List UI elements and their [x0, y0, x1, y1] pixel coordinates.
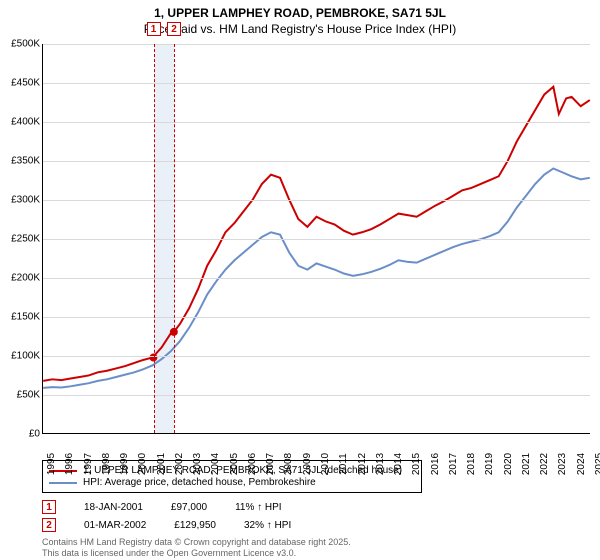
gridline-horizontal — [43, 83, 590, 84]
gridline-horizontal — [43, 161, 590, 162]
xtick-label: 2015 — [411, 453, 422, 475]
sale-date-1: 18-JAN-2001 — [84, 502, 143, 513]
gridline-horizontal — [43, 278, 590, 279]
gridline-horizontal — [43, 44, 590, 45]
legend-label-price-paid: 1, UPPER LAMPHEY ROAD, PEMBROKE, SA71 5J… — [83, 465, 402, 476]
ytick-label: £450K — [0, 78, 40, 89]
xtick-label: 2002 — [174, 453, 185, 475]
legend-swatch-hpi — [49, 482, 77, 484]
marker-badge: 1 — [147, 22, 161, 36]
marker-dashline — [174, 44, 175, 433]
gridline-horizontal — [43, 317, 590, 318]
chart-container: 1, UPPER LAMPHEY ROAD, PEMBROKE, SA71 5J… — [0, 0, 600, 560]
xtick-label: 2018 — [466, 453, 477, 475]
sale-price-2: £129,950 — [174, 520, 216, 531]
ytick-label: £150K — [0, 312, 40, 323]
xtick-label: 2017 — [448, 453, 459, 475]
ytick-label: £200K — [0, 273, 40, 284]
sale-pct-1: 11% ↑ HPI — [235, 502, 282, 513]
ytick-label: £400K — [0, 117, 40, 128]
gridline-horizontal — [43, 200, 590, 201]
gridline-horizontal — [43, 122, 590, 123]
sale-badge-1: 1 — [42, 500, 56, 514]
ytick-label: £300K — [0, 195, 40, 206]
ytick-label: £250K — [0, 234, 40, 245]
xtick-label: 2021 — [521, 453, 532, 475]
xtick-label: 2022 — [539, 453, 550, 475]
sale-row-2: 2 01-MAR-2002 £129,950 32% ↑ HPI — [42, 518, 291, 532]
ytick-label: £100K — [0, 351, 40, 362]
ytick-label: £350K — [0, 156, 40, 167]
chart-title-line1: 1, UPPER LAMPHEY ROAD, PEMBROKE, SA71 5J… — [0, 6, 600, 20]
footer-line1: Contains HM Land Registry data © Crown c… — [42, 537, 351, 548]
xtick-label: 1997 — [83, 453, 94, 475]
chart-title-line2: Price paid vs. HM Land Registry's House … — [0, 22, 600, 36]
xtick-label: 2014 — [393, 453, 404, 475]
xtick-label: 2019 — [484, 453, 495, 475]
sale-date-2: 01-MAR-2002 — [84, 520, 146, 531]
xtick-label: 2013 — [375, 453, 386, 475]
xtick-label: 2024 — [576, 453, 587, 475]
legend-row-hpi: HPI: Average price, detached house, Pemb… — [49, 477, 415, 488]
title-block: 1, UPPER LAMPHEY ROAD, PEMBROKE, SA71 5J… — [0, 0, 600, 36]
sale-badge-2: 2 — [42, 518, 56, 532]
xtick-label: 2006 — [247, 453, 258, 475]
xtick-label: 2011 — [338, 453, 349, 475]
ytick-label: £0 — [0, 429, 40, 440]
xtick-label: 2020 — [503, 453, 514, 475]
gridline-horizontal — [43, 239, 590, 240]
marker-dashline — [154, 44, 155, 433]
xtick-label: 2004 — [210, 453, 221, 475]
sale-price-1: £97,000 — [171, 502, 207, 513]
chart-plot-area: 12 — [42, 44, 590, 434]
xtick-label: 2008 — [283, 453, 294, 475]
sale-row-1: 1 18-JAN-2001 £97,000 11% ↑ HPI — [42, 500, 282, 514]
marker-badge: 2 — [167, 22, 181, 36]
ytick-label: £50K — [0, 390, 40, 401]
ytick-label: £500K — [0, 39, 40, 50]
gridline-horizontal — [43, 395, 590, 396]
xtick-label: 2025 — [594, 453, 600, 475]
xtick-label: 2010 — [320, 453, 331, 475]
xtick-label: 2005 — [229, 453, 240, 475]
footer-line2: This data is licensed under the Open Gov… — [42, 548, 296, 559]
xtick-label: 1995 — [46, 453, 57, 475]
xtick-label: 1999 — [119, 453, 130, 475]
xtick-label: 2000 — [137, 453, 148, 475]
xtick-label: 2007 — [265, 453, 276, 475]
gridline-horizontal — [43, 356, 590, 357]
xtick-label: 2023 — [557, 453, 568, 475]
xtick-label: 2001 — [156, 453, 167, 475]
xtick-label: 1998 — [101, 453, 112, 475]
xtick-label: 2016 — [430, 453, 441, 475]
xtick-label: 2003 — [192, 453, 203, 475]
series-line-price_paid — [43, 87, 590, 381]
legend-label-hpi: HPI: Average price, detached house, Pemb… — [83, 477, 316, 488]
xtick-label: 2012 — [357, 453, 368, 475]
xtick-label: 1996 — [64, 453, 75, 475]
xtick-label: 2009 — [302, 453, 313, 475]
sale-pct-2: 32% ↑ HPI — [244, 520, 291, 531]
